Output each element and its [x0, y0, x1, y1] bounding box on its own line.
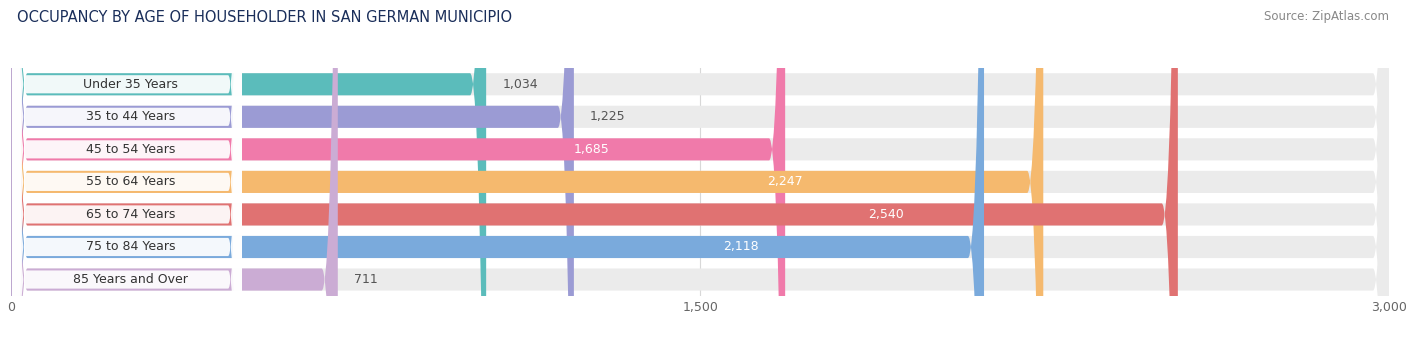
Text: 1,685: 1,685 — [574, 143, 610, 156]
Text: 1,034: 1,034 — [502, 78, 538, 91]
Text: 711: 711 — [354, 273, 378, 286]
FancyBboxPatch shape — [13, 0, 242, 340]
Text: 55 to 64 Years: 55 to 64 Years — [86, 175, 176, 188]
Text: 35 to 44 Years: 35 to 44 Years — [86, 110, 176, 123]
FancyBboxPatch shape — [11, 0, 1043, 340]
FancyBboxPatch shape — [11, 0, 785, 340]
Text: 85 Years and Over: 85 Years and Over — [73, 273, 188, 286]
Text: Under 35 Years: Under 35 Years — [83, 78, 179, 91]
FancyBboxPatch shape — [11, 0, 1389, 340]
FancyBboxPatch shape — [13, 0, 242, 340]
FancyBboxPatch shape — [13, 0, 242, 340]
FancyBboxPatch shape — [13, 0, 242, 340]
FancyBboxPatch shape — [13, 0, 242, 340]
Text: 45 to 54 Years: 45 to 54 Years — [86, 143, 176, 156]
FancyBboxPatch shape — [13, 0, 242, 340]
Text: Source: ZipAtlas.com: Source: ZipAtlas.com — [1264, 10, 1389, 23]
FancyBboxPatch shape — [11, 0, 984, 340]
FancyBboxPatch shape — [11, 0, 486, 340]
FancyBboxPatch shape — [13, 0, 242, 340]
FancyBboxPatch shape — [11, 0, 1389, 340]
Text: 75 to 84 Years: 75 to 84 Years — [86, 240, 176, 254]
Text: 2,247: 2,247 — [768, 175, 803, 188]
FancyBboxPatch shape — [11, 0, 1389, 340]
FancyBboxPatch shape — [11, 0, 1389, 340]
FancyBboxPatch shape — [11, 0, 1389, 340]
FancyBboxPatch shape — [11, 0, 1178, 340]
FancyBboxPatch shape — [11, 0, 1389, 340]
FancyBboxPatch shape — [11, 0, 574, 340]
Text: 1,225: 1,225 — [591, 110, 626, 123]
FancyBboxPatch shape — [11, 0, 337, 340]
FancyBboxPatch shape — [11, 0, 1389, 340]
Text: 2,540: 2,540 — [869, 208, 904, 221]
Text: 2,118: 2,118 — [723, 240, 759, 254]
Text: OCCUPANCY BY AGE OF HOUSEHOLDER IN SAN GERMAN MUNICIPIO: OCCUPANCY BY AGE OF HOUSEHOLDER IN SAN G… — [17, 10, 512, 25]
Text: 65 to 74 Years: 65 to 74 Years — [86, 208, 176, 221]
